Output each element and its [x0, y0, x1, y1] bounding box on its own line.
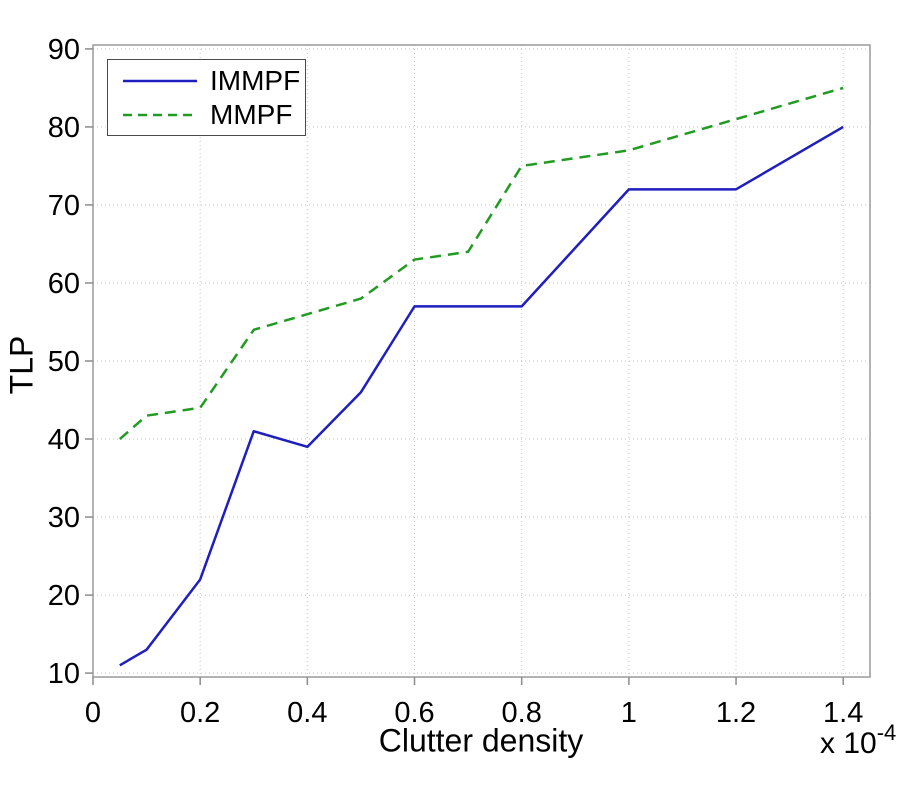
x-tick-label: 0	[85, 697, 101, 729]
x-axis-multiplier: x 10-4	[820, 720, 897, 761]
y-tick-label: 40	[48, 424, 80, 456]
x-tick-label: 1	[621, 697, 637, 729]
x-tick-label: 1.2	[716, 697, 756, 729]
y-tick-label: 10	[48, 658, 80, 690]
legend-item-mmpf: MMPF	[121, 98, 305, 130]
y-tick-label: 20	[48, 580, 80, 612]
x-axis-multiplier-base: x 10	[820, 727, 877, 760]
y-axis-label: TLP	[3, 335, 40, 395]
y-tick-label: 90	[48, 34, 80, 66]
x-axis-label: Clutter density	[378, 722, 584, 759]
immpf-line-sample-icon	[123, 79, 197, 82]
y-tick-label: 80	[48, 112, 80, 144]
legend-label-immpf: IMMPF	[210, 64, 301, 96]
x-tick-label: 0.4	[287, 697, 327, 729]
x-tick-label: 0.2	[180, 697, 220, 729]
immpf-line	[119, 125, 844, 667]
y-tick-label: 60	[48, 268, 80, 300]
legend-item-immpf: IMMPF	[121, 64, 305, 96]
x-tick-label: 1.4	[823, 697, 863, 729]
legend-label-mmpf: MMPF	[210, 98, 293, 130]
x-tick-label: 0.8	[502, 697, 542, 729]
x-axis-multiplier-exponent: -4	[876, 720, 897, 745]
legend: IMMPF MMPF	[107, 59, 306, 136]
mmpf-line	[118, 86, 844, 440]
y-tick-label: 50	[48, 346, 80, 378]
y-tick-label: 30	[48, 502, 80, 534]
y-tick-label: 70	[48, 190, 80, 222]
x-tick-label: 0.6	[394, 697, 434, 729]
mmpf-line-sample-icon	[123, 113, 197, 116]
